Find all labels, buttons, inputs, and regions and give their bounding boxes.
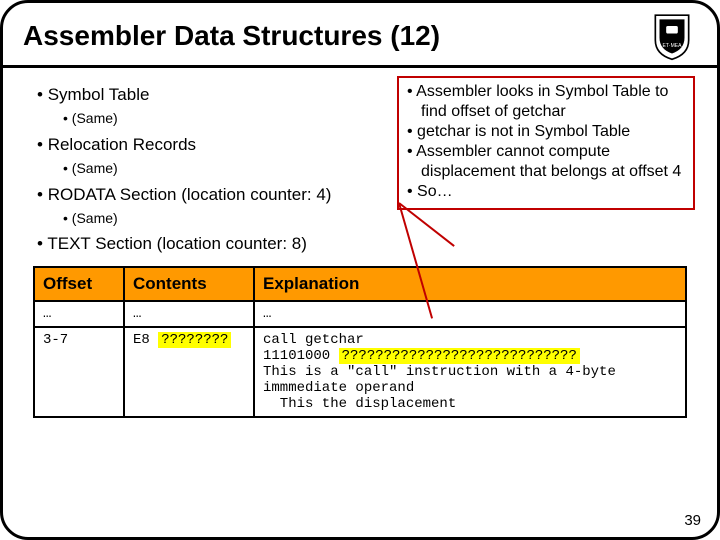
- exp-bin-opcode: 11101000: [263, 348, 339, 364]
- slide-title: Assembler Data Structures (12): [23, 20, 440, 52]
- cell-contents: E8 ????????: [124, 327, 254, 417]
- callout-line: • Assembler cannot compute displacement …: [421, 142, 685, 182]
- cell-offset: 3-7: [34, 327, 124, 417]
- callout-text: getchar is not in Symbol Table: [417, 123, 630, 140]
- bullet-label: (Same): [72, 160, 118, 176]
- slide-body: • Symbol Table • (Same) • Relocation Rec…: [3, 68, 717, 418]
- page-number: 39: [684, 512, 701, 529]
- callout-text: Assembler looks in Symbol Table to find …: [416, 83, 668, 120]
- exp-line: immmediate operand: [263, 380, 677, 396]
- callout-text: Assembler cannot compute displacement th…: [416, 143, 681, 180]
- col-contents-header: Contents: [124, 267, 254, 301]
- crest-icon: ET·MEA: [647, 11, 697, 61]
- svg-text:ET·MEA: ET·MEA: [663, 43, 683, 49]
- cell-contents: …: [124, 301, 254, 327]
- callout-box: • Assembler looks in Symbol Table to fin…: [397, 76, 695, 210]
- bullet-text-section: • TEXT Section (location counter: 8): [37, 233, 687, 256]
- col-offset-header: Offset: [34, 267, 124, 301]
- bullet-label: (Same): [72, 210, 118, 226]
- bullet-label: TEXT Section (location counter: 8): [47, 234, 307, 253]
- col-explanation-header: Explanation: [254, 267, 686, 301]
- callout-line: • So…: [421, 182, 685, 202]
- cell-offset: …: [34, 301, 124, 327]
- bullet-rodata-sub: • (Same): [63, 209, 687, 228]
- contents-displacement-highlight: ????????: [158, 332, 231, 348]
- exp-line: This the displacement: [263, 396, 677, 412]
- slide-header: Assembler Data Structures (12) ET·MEA: [3, 3, 717, 68]
- table-row: 3-7 E8 ???????? call getchar 11101000 ??…: [34, 327, 686, 417]
- callout-line: • getchar is not in Symbol Table: [421, 122, 685, 142]
- exp-line-text: This the displacement: [263, 396, 456, 412]
- slide-frame: Assembler Data Structures (12) ET·MEA • …: [0, 0, 720, 540]
- callout-text: So…: [417, 183, 453, 200]
- cell-explanation: …: [254, 301, 686, 327]
- callout-line: • Assembler looks in Symbol Table to fin…: [421, 82, 685, 122]
- text-section-table: Offset Contents Explanation … … … 3-7 E8…: [33, 266, 687, 418]
- exp-bin-displacement-highlight: ????????????????????????????: [339, 348, 580, 364]
- table-row: … … …: [34, 301, 686, 327]
- bullet-label: RODATA Section (location counter: 4): [48, 185, 332, 204]
- contents-opcode: E8: [133, 332, 158, 348]
- bullet-label: Symbol Table: [48, 85, 150, 104]
- table-header-row: Offset Contents Explanation: [34, 267, 686, 301]
- exp-line: call getchar: [263, 332, 677, 348]
- bullet-label: (Same): [72, 110, 118, 126]
- bullet-label: Relocation Records: [48, 135, 196, 154]
- cell-explanation: call getchar 11101000 ??????????????????…: [254, 327, 686, 417]
- exp-line: 11101000 ????????????????????????????: [263, 348, 677, 364]
- exp-line: This is a "call" instruction with a 4-by…: [263, 364, 677, 380]
